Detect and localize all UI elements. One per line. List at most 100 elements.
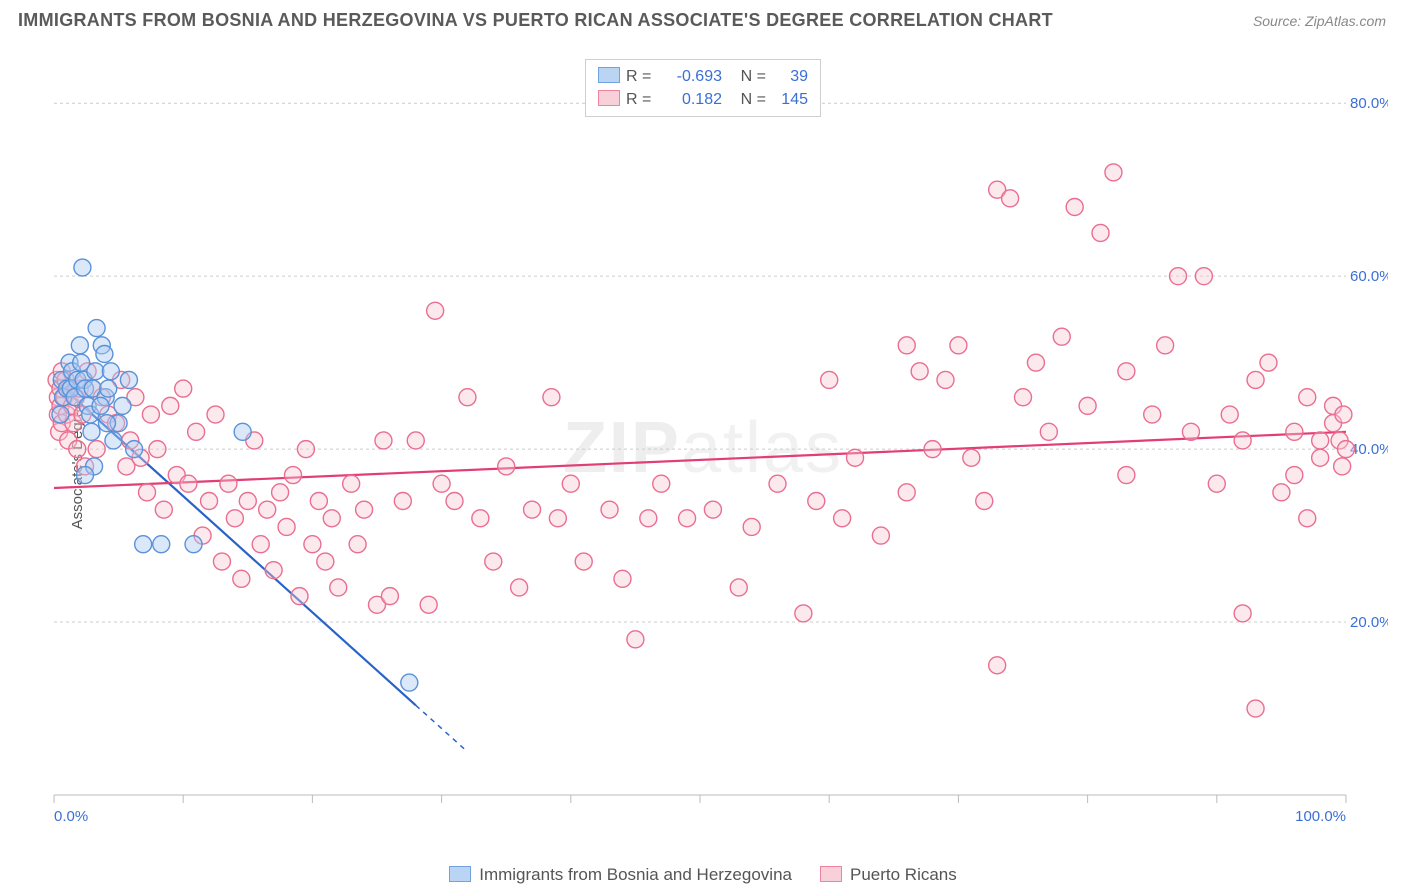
data-point <box>83 423 100 440</box>
data-point <box>1118 363 1135 380</box>
legend-row: R =0.182N =145 <box>598 88 808 111</box>
data-point <box>69 441 86 458</box>
data-point <box>1260 354 1277 371</box>
series-legend: Immigrants from Bosnia and Herzegovina Pu… <box>18 865 1388 885</box>
data-point <box>220 475 237 492</box>
data-point <box>201 493 218 510</box>
data-point <box>562 475 579 492</box>
data-point <box>135 536 152 553</box>
data-point <box>401 674 418 691</box>
data-point <box>911 363 928 380</box>
data-point <box>963 449 980 466</box>
legend-n-value: 39 <box>766 65 808 88</box>
data-point <box>847 449 864 466</box>
legend-r-value: 0.182 <box>660 88 722 111</box>
data-point <box>898 337 915 354</box>
data-point <box>252 536 269 553</box>
legend-swatch <box>449 866 471 882</box>
data-point <box>1144 406 1161 423</box>
data-point <box>74 259 91 276</box>
data-point <box>265 562 282 579</box>
data-point <box>233 570 250 587</box>
data-point <box>1247 700 1264 717</box>
data-point <box>239 493 256 510</box>
data-point <box>459 389 476 406</box>
series-legend-item: Puerto Ricans <box>820 865 957 884</box>
data-point <box>1092 224 1109 241</box>
data-point <box>543 389 560 406</box>
data-point <box>427 302 444 319</box>
data-point <box>52 406 69 423</box>
data-point <box>185 536 202 553</box>
stats-legend: R =-0.693N =39R =0.182N =145 <box>585 59 821 117</box>
legend-n-label: N = <box>722 65 766 88</box>
data-point <box>1299 389 1316 406</box>
y-tick-label: 60.0% <box>1350 268 1388 285</box>
legend-row: R =-0.693N =39 <box>598 65 808 88</box>
data-point <box>87 363 104 380</box>
data-point <box>155 501 172 518</box>
data-point <box>524 501 541 518</box>
data-point <box>446 493 463 510</box>
data-point <box>1234 605 1251 622</box>
data-point <box>180 475 197 492</box>
data-point <box>989 657 1006 674</box>
data-point <box>640 510 657 527</box>
data-point <box>872 527 889 544</box>
data-point <box>356 501 373 518</box>
data-point <box>1170 268 1187 285</box>
data-point <box>272 484 289 501</box>
data-point <box>149 441 166 458</box>
data-point <box>601 501 618 518</box>
data-point <box>743 518 760 535</box>
data-point <box>1312 449 1329 466</box>
data-point <box>485 553 502 570</box>
data-point <box>126 441 143 458</box>
data-point <box>420 596 437 613</box>
data-point <box>730 579 747 596</box>
data-point <box>976 493 993 510</box>
data-point <box>323 510 340 527</box>
data-point <box>381 588 398 605</box>
y-tick-label: 80.0% <box>1350 95 1388 112</box>
y-tick-label: 20.0% <box>1350 614 1388 631</box>
data-point <box>285 467 302 484</box>
legend-r-label: R = <box>626 88 660 111</box>
series-legend-label: Puerto Ricans <box>850 865 957 884</box>
data-point <box>1338 441 1355 458</box>
data-point <box>330 579 347 596</box>
data-point <box>142 406 159 423</box>
data-point <box>511 579 528 596</box>
data-point <box>304 536 321 553</box>
data-point <box>1002 190 1019 207</box>
data-point <box>375 432 392 449</box>
data-point <box>317 553 334 570</box>
data-point <box>653 475 670 492</box>
data-point <box>1105 164 1122 181</box>
data-point <box>394 493 411 510</box>
data-point <box>1286 467 1303 484</box>
data-point <box>1247 371 1264 388</box>
data-point <box>1079 397 1096 414</box>
legend-swatch <box>598 90 620 106</box>
source-name: ZipAtlas.com <box>1305 13 1386 29</box>
data-point <box>213 553 230 570</box>
data-point <box>343 475 360 492</box>
regression-line-dashed <box>416 705 468 751</box>
data-point <box>175 380 192 397</box>
data-point <box>234 423 251 440</box>
data-point <box>1040 423 1057 440</box>
data-point <box>96 346 113 363</box>
data-point <box>1066 199 1083 216</box>
data-point <box>1335 406 1352 423</box>
series-legend-label: Immigrants from Bosnia and Herzegovina <box>479 865 792 884</box>
scatter-plot: 20.0%40.0%60.0%80.0%0.0%100.0% <box>46 55 1388 825</box>
data-point <box>188 423 205 440</box>
chart-title: IMMIGRANTS FROM BOSNIA AND HERZEGOVINA V… <box>18 10 1053 31</box>
data-point <box>795 605 812 622</box>
data-point <box>433 475 450 492</box>
data-point <box>1027 354 1044 371</box>
data-point <box>226 510 243 527</box>
legend-swatch <box>598 67 620 83</box>
chart-container: Associate's Degree ZIPatlas 20.0%40.0%60… <box>18 45 1388 885</box>
